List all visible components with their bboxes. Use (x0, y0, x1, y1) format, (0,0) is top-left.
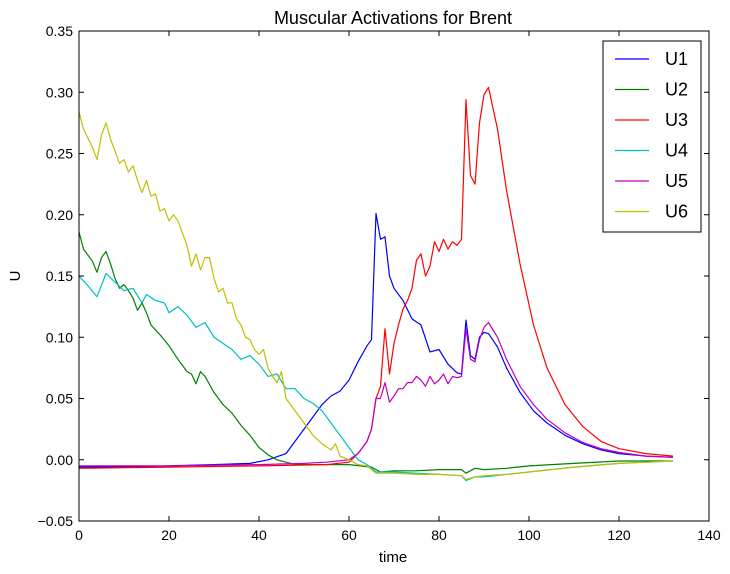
x-tick-label: 40 (251, 527, 267, 543)
x-tick-label: 140 (697, 527, 721, 543)
y-tick-label: 0.20 (46, 207, 73, 223)
y-tick-label: 0.25 (46, 146, 73, 162)
series-line-u1 (79, 212, 674, 468)
series-line-u2 (79, 231, 673, 474)
x-axis-title: time (379, 549, 407, 566)
x-tick-label: 0 (75, 527, 83, 543)
y-tick-label: 0.15 (46, 268, 73, 284)
y-axis-title: U (7, 271, 24, 282)
x-tick-label: 100 (517, 527, 541, 543)
legend-label-u2: U2 (665, 80, 688, 100)
series-line-u5 (79, 321, 674, 467)
y-tick-label: −0.05 (38, 513, 74, 529)
chart-title: Muscular Activations for Brent (274, 8, 512, 28)
legend-label-u6: U6 (665, 202, 688, 222)
x-tick-label: 80 (431, 527, 447, 543)
axis-tick-labels: 0 20 40 60 80 100 120 140 −0.05 0.00 0.05 0.10 0.15 0… (38, 23, 721, 543)
series-line-u6 (79, 111, 674, 480)
y-tick-label: 0.10 (46, 329, 73, 345)
legend-label-u3: U3 (665, 110, 688, 130)
legend-label-u1: U1 (665, 49, 688, 69)
legend-label-u4: U4 (665, 141, 688, 161)
y-tick-label: 0.35 (46, 23, 73, 39)
x-tick-label: 60 (341, 527, 357, 543)
axis-ticks (78, 30, 710, 522)
x-tick-label: 120 (607, 527, 631, 543)
legend-box (602, 40, 702, 233)
legend-label-u5: U5 (665, 171, 688, 191)
y-tick-label: 0.05 (46, 391, 73, 407)
y-tick-label: 0.00 (46, 452, 73, 468)
chart-legend: U1 U2 U3 U4 U5 U6 (602, 40, 702, 233)
y-tick-label: 0.30 (46, 84, 73, 100)
x-tick-label: 20 (161, 527, 177, 543)
